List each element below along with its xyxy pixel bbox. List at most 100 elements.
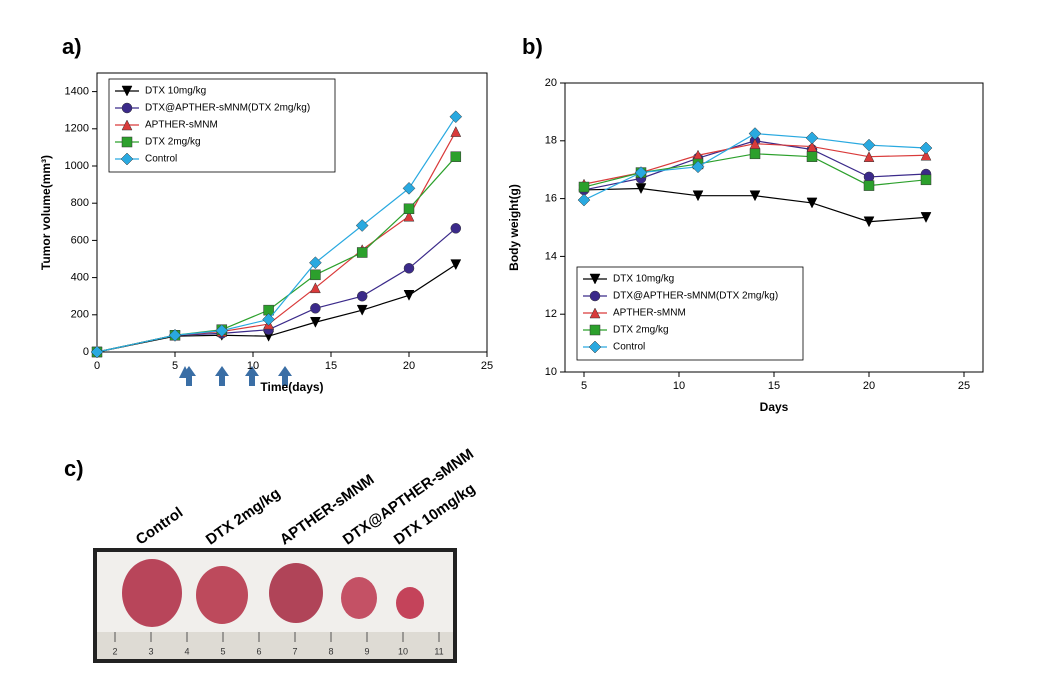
y-tick-label: 1200 — [65, 123, 89, 135]
marker — [450, 223, 462, 234]
x-tick-label: 5 — [172, 360, 178, 372]
marker — [749, 148, 761, 160]
y-tick-label: 400 — [71, 272, 89, 284]
ruler-label: 3 — [148, 646, 153, 656]
marker — [578, 181, 590, 193]
legend-marker — [589, 307, 601, 319]
marker — [863, 180, 875, 191]
marker — [863, 216, 875, 228]
legend-marker — [121, 119, 133, 131]
y-tick-label: 1400 — [65, 86, 89, 98]
marker — [920, 174, 932, 186]
marker — [919, 141, 933, 155]
y-tick-label: 10 — [545, 366, 557, 378]
marker — [310, 303, 321, 314]
marker — [748, 127, 762, 140]
y-tick-label: 20 — [545, 77, 557, 89]
marker — [691, 160, 705, 174]
series-line — [96, 156, 457, 353]
legend-marker — [121, 136, 133, 148]
ruler-label: 4 — [184, 646, 189, 656]
legend-marker — [121, 85, 133, 97]
series-line — [96, 264, 457, 353]
ruler-label: 2 — [112, 646, 117, 656]
sample-label: Control — [133, 504, 186, 549]
marker — [262, 313, 275, 326]
panel-label: c) — [64, 456, 84, 481]
marker — [450, 259, 462, 271]
legend-label: DTX 2mg/kg — [613, 325, 669, 336]
x-tick-label: 15 — [768, 380, 780, 392]
marker — [449, 110, 463, 124]
marker — [309, 256, 322, 270]
marker — [309, 316, 321, 328]
y-tick-label: 14 — [545, 250, 557, 262]
x-tick-label: 20 — [863, 380, 875, 392]
marker — [862, 138, 876, 152]
legend-marker — [121, 102, 133, 114]
marker — [309, 282, 321, 294]
marker — [806, 197, 818, 209]
y-tick-label: 18 — [545, 135, 557, 147]
legend-label: DTX@APTHER-sMNM(DTX 2mg/kg) — [613, 291, 778, 302]
dose-arrows — [179, 366, 292, 386]
ruler-label: 7 — [292, 646, 297, 656]
ruler-label: 9 — [364, 646, 369, 656]
legend-label: APTHER-sMNM — [145, 120, 218, 131]
marker — [402, 181, 416, 195]
x-axis-title: Days — [760, 400, 789, 414]
ruler-label: 8 — [328, 646, 333, 656]
sample-label: DTX 2mg/kg — [203, 485, 284, 549]
marker — [355, 219, 369, 232]
marker — [577, 193, 591, 207]
marker — [749, 190, 761, 202]
legend-box — [108, 78, 336, 173]
marker — [403, 263, 415, 274]
y-tick-label: 12 — [545, 308, 557, 320]
y-tick-label: 1000 — [65, 160, 89, 172]
legend-label: Control — [613, 342, 645, 353]
photo — [93, 548, 457, 663]
ruler-label: 5 — [220, 646, 225, 656]
y-tick-label: 600 — [71, 234, 89, 246]
legend-box — [576, 266, 804, 361]
x-tick-label: 20 — [403, 360, 415, 372]
x-tick-label: 5 — [581, 380, 587, 392]
marker — [403, 290, 415, 301]
legend-marker — [120, 152, 134, 166]
marker — [805, 131, 819, 145]
legend-label: DTX@APTHER-sMNM(DTX 2mg/kg) — [145, 103, 310, 114]
series-line — [96, 116, 457, 353]
marker — [634, 166, 648, 179]
marker — [356, 290, 368, 302]
marker — [920, 212, 932, 223]
y-tick-label: 800 — [71, 197, 89, 209]
ruler-label: 6 — [256, 646, 261, 656]
plot-frame — [96, 72, 488, 353]
x-tick-label: 25 — [958, 380, 970, 392]
ruler-label: 11 — [434, 646, 443, 656]
marker — [310, 269, 321, 281]
marker — [356, 304, 368, 316]
legend-label: Control — [145, 154, 177, 165]
y-tick-label: 16 — [545, 193, 557, 205]
marker — [450, 126, 462, 137]
x-axis-title: Time(days) — [260, 380, 323, 394]
panel-label: a) — [62, 34, 82, 59]
legend-marker — [588, 340, 602, 354]
x-tick-label: 15 — [325, 360, 337, 372]
ruler: 2 3 4 5 6 7 8 9 10 11 — [112, 632, 444, 656]
y-tick-label: 200 — [71, 309, 89, 321]
y-tick-label: 0 — [83, 346, 89, 358]
marker — [90, 345, 104, 359]
legend-label: DTX 10mg/kg — [613, 274, 674, 285]
panel-label: b) — [522, 34, 543, 59]
x-tick-label: 0 — [94, 360, 100, 372]
legend-label: DTX 2mg/kg — [145, 137, 201, 148]
y-axis-title: Body weight(g) — [507, 184, 521, 271]
marker — [920, 149, 932, 161]
x-tick-label: 10 — [673, 380, 685, 392]
legend-marker — [589, 290, 601, 302]
y-axis-title: Tumor volume(mm³) — [39, 155, 53, 270]
legend-label: DTX 10mg/kg — [145, 86, 206, 97]
